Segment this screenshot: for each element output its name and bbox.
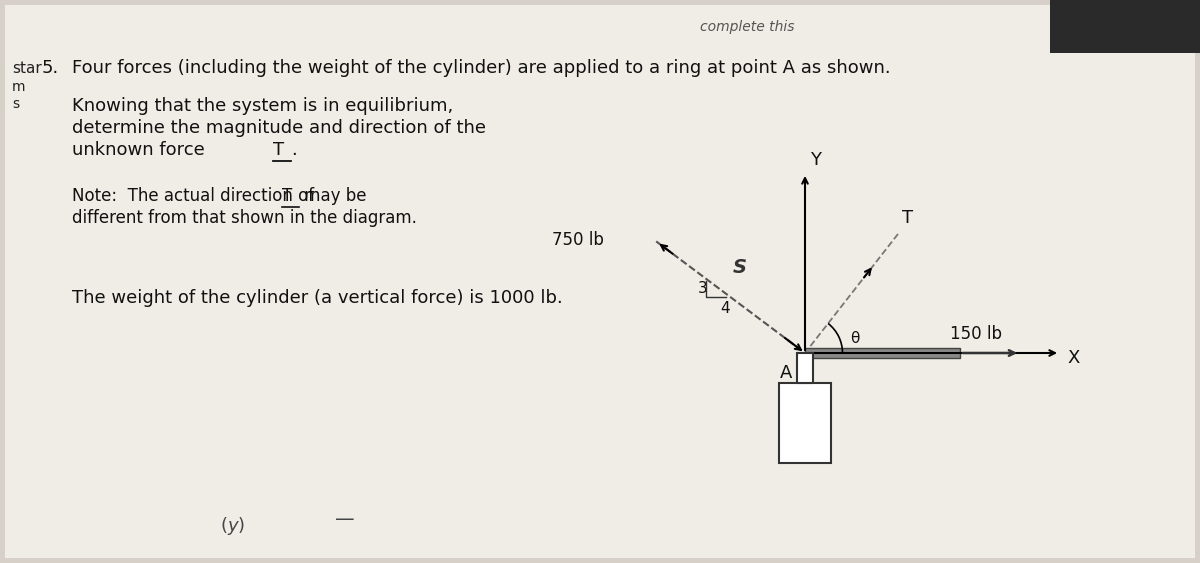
Text: m: m — [12, 80, 25, 94]
Bar — [805, 348, 960, 358]
FancyBboxPatch shape — [5, 5, 1195, 558]
Text: star: star — [12, 61, 42, 76]
Text: S: S — [733, 258, 748, 278]
Text: may be: may be — [299, 187, 366, 205]
Text: Note:  The actual direction of: Note: The actual direction of — [72, 187, 319, 205]
Text: 150 lb: 150 lb — [950, 325, 1002, 343]
Text: T: T — [282, 187, 293, 205]
Text: T: T — [274, 141, 284, 159]
Text: 3: 3 — [698, 282, 708, 296]
Text: Y: Y — [810, 151, 821, 169]
Text: $( y )$: $( y )$ — [220, 515, 245, 537]
Text: —: — — [335, 510, 355, 529]
Text: unknown force: unknown force — [72, 141, 210, 159]
Text: determine the magnitude and direction of the: determine the magnitude and direction of… — [72, 119, 486, 137]
Text: 4: 4 — [720, 301, 730, 316]
Text: The weight of the cylinder (a vertical force) is 1000 lb.: The weight of the cylinder (a vertical f… — [72, 289, 563, 307]
Text: θ: θ — [850, 331, 859, 346]
Text: 5.: 5. — [42, 59, 59, 77]
Text: s: s — [12, 97, 19, 111]
Bar — [1050, 0, 1200, 53]
Text: complete this: complete this — [700, 20, 794, 34]
Text: different from that shown in the diagram.: different from that shown in the diagram… — [72, 209, 416, 227]
Text: A: A — [780, 364, 792, 382]
Text: Four forces (including the weight of the cylinder) are applied to a ring at poin: Four forces (including the weight of the… — [72, 59, 890, 77]
Text: T: T — [902, 209, 913, 227]
Text: 750 lb: 750 lb — [552, 231, 604, 249]
Text: Knowing that the system is in equilibrium,: Knowing that the system is in equilibriu… — [72, 97, 454, 115]
Text: .: . — [292, 141, 296, 159]
Text: X: X — [1067, 349, 1079, 367]
Bar — [779, 383, 832, 463]
Bar — [797, 353, 814, 383]
